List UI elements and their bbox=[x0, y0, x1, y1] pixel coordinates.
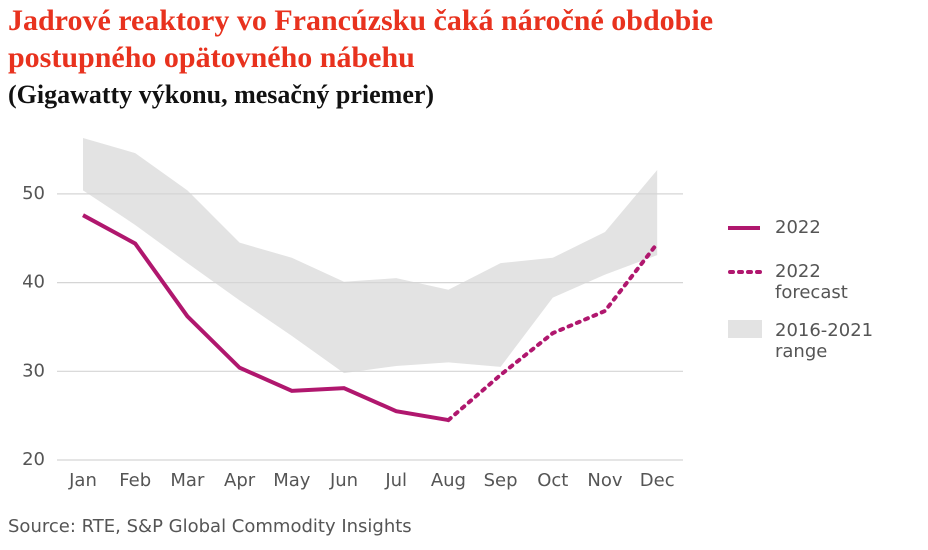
x-tick-label: May bbox=[273, 470, 311, 491]
x-tick-label: Jul bbox=[384, 470, 407, 491]
source-note: Source: RTE, S&P Global Commodity Insigh… bbox=[8, 516, 412, 537]
chart-subtitle: (Gigawatty výkonu, mesačný priemer) bbox=[8, 80, 435, 109]
x-tick-label: Feb bbox=[119, 470, 151, 491]
y-tick-label: 20 bbox=[22, 449, 45, 470]
legend-label: 2016-2021 range bbox=[775, 320, 874, 362]
y-tick-label: 50 bbox=[22, 183, 45, 204]
legend-label: 2022 forecast bbox=[775, 261, 848, 303]
legend-swatch bbox=[728, 320, 762, 338]
chart-title: Jadrové reaktory vo Francúzsku čaká náro… bbox=[8, 4, 714, 74]
series-line bbox=[446, 241, 660, 423]
range-band bbox=[83, 138, 658, 374]
x-tick-label: Jun bbox=[329, 470, 358, 491]
y-tick-label: 30 bbox=[22, 360, 45, 381]
y-tick-label: 40 bbox=[22, 272, 45, 293]
x-tick-label: Apr bbox=[224, 470, 256, 491]
series-line bbox=[82, 213, 449, 423]
x-tick-label: Sep bbox=[484, 470, 518, 491]
x-tick-label: Oct bbox=[537, 470, 568, 491]
x-tick-label: Jan bbox=[68, 470, 97, 491]
x-tick-label: Mar bbox=[170, 470, 205, 491]
legend-label: 2022 bbox=[775, 217, 821, 238]
x-tick-label: Dec bbox=[640, 470, 675, 491]
x-tick-label: Aug bbox=[431, 470, 466, 491]
x-tick-label: Nov bbox=[587, 470, 622, 491]
